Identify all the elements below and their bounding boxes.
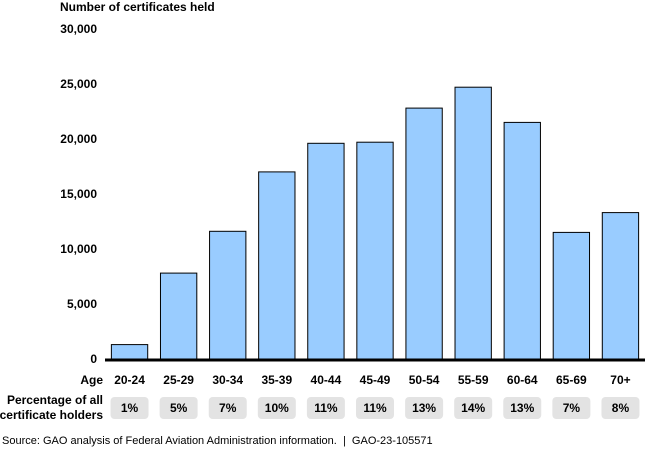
y-tick-label: 5,000 (67, 297, 97, 311)
y-tick-label: 25,000 (60, 77, 97, 91)
y-tick-label: 15,000 (60, 187, 97, 201)
percentage-pill (257, 397, 296, 419)
percentage-value: 11% (363, 401, 387, 415)
percentage-pill (110, 397, 149, 419)
percentage-pill (503, 397, 542, 419)
x-tick-label: 65-69 (556, 373, 587, 387)
y-tick-label: 20,000 (60, 132, 97, 146)
bar (454, 86, 492, 361)
bar (307, 142, 345, 361)
percentage-value: 7% (563, 401, 581, 415)
bar (601, 212, 640, 361)
bar (405, 107, 443, 361)
percentage-label: Percentage of all (7, 393, 103, 407)
y-tick-label: 30,000 (60, 22, 97, 36)
percentage-pill (405, 397, 444, 419)
percentage-pill (601, 397, 640, 419)
x-tick-label: 20-24 (114, 373, 145, 387)
percentage-value: 13% (412, 401, 436, 415)
y-tick-label: 0 (90, 352, 97, 366)
bar (552, 231, 591, 361)
percentage-pill (208, 397, 247, 419)
x-tick-label: 30-34 (212, 373, 243, 387)
x-tick-label: 40-44 (311, 373, 342, 387)
percentage-value: 7% (219, 401, 237, 415)
x-tick-label: 55-59 (458, 373, 489, 387)
bar (258, 171, 296, 361)
percentage-value: 1% (121, 401, 139, 415)
bar (159, 272, 198, 361)
x-axis-title: Age (80, 373, 103, 387)
percentage-pill (159, 397, 198, 419)
bar (356, 141, 394, 361)
y-axis-title: Number of certificates held (60, 0, 215, 14)
x-tick-label: 50-54 (409, 373, 440, 387)
x-tick-label: 35-39 (261, 373, 292, 387)
y-tick-label: 10,000 (60, 242, 97, 256)
percentage-pill (356, 397, 394, 419)
x-tick-label: 45-49 (360, 373, 391, 387)
percentage-value: 10% (265, 401, 289, 415)
percentage-pill (454, 397, 493, 419)
x-tick-label: 70+ (610, 373, 630, 387)
x-tick-label: 60-64 (507, 373, 538, 387)
percentage-value: 8% (612, 401, 630, 415)
bar (110, 344, 149, 361)
bar (209, 230, 247, 361)
percentage-pill (306, 397, 345, 419)
percentage-value: 14% (461, 401, 485, 415)
percentage-pill (552, 397, 591, 419)
percentage-value: 13% (510, 401, 534, 415)
percentage-value: 11% (314, 401, 338, 415)
x-tick-label: 25-29 (163, 373, 194, 387)
source: Source: GAO analysis of Federal Aviation… (2, 435, 433, 447)
bar (503, 121, 541, 361)
percentage-value: 5% (170, 401, 188, 415)
percentage-label: certificate holders (0, 408, 103, 422)
